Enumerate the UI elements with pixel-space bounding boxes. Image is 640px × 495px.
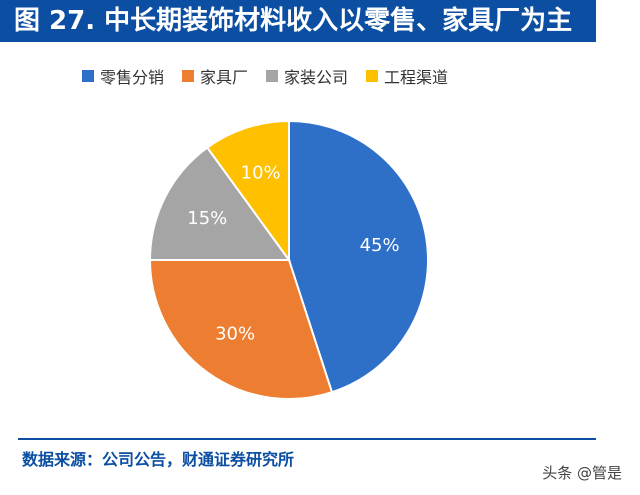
legend-swatch-decoration: [266, 70, 279, 82]
legend-label-retail: 零售分销: [100, 68, 165, 87]
legend-swatch-engineering: [366, 70, 379, 82]
legend-label-decoration: 家装公司: [284, 68, 349, 87]
pie-slice-decoration: [148, 146, 291, 261]
legend: 零售分销 家具厂 家装公司 工程渠道: [82, 64, 448, 88]
watermark: 头条 @管是: [542, 464, 622, 482]
legend-swatch-retail: [82, 70, 94, 82]
legend-item-retail: 零售分销: [82, 64, 164, 88]
legend-item-engineering: 工程渠道: [366, 64, 448, 88]
slice-label-retail: 45%: [360, 235, 400, 256]
legend-label-furniture: 家具厂: [200, 68, 249, 87]
legend-swatch-furniture: [182, 70, 195, 82]
pie-slice-engineering: [205, 119, 290, 264]
chart-title: 图 27. 中长期装饰材料收入以零售、家具厂为主: [0, 0, 596, 42]
legend-item-furniture: 家具厂: [182, 64, 248, 88]
legend-item-decoration: 家装公司: [266, 64, 348, 88]
slice-label-decoration: 15%: [187, 208, 227, 229]
slice-label-furniture: 30%: [215, 324, 255, 345]
pie-chart: 45% 30% 15% 10%: [148, 119, 429, 400]
pie-slice-furniture: [148, 259, 334, 400]
slice-label-engineering: 10%: [241, 162, 281, 183]
footer-divider: [18, 438, 596, 440]
legend-label-engineering: 工程渠道: [384, 68, 449, 87]
pie-slice-retail: [288, 119, 429, 394]
source-note: 数据来源：公司公告，财通证券研究所: [22, 450, 295, 469]
